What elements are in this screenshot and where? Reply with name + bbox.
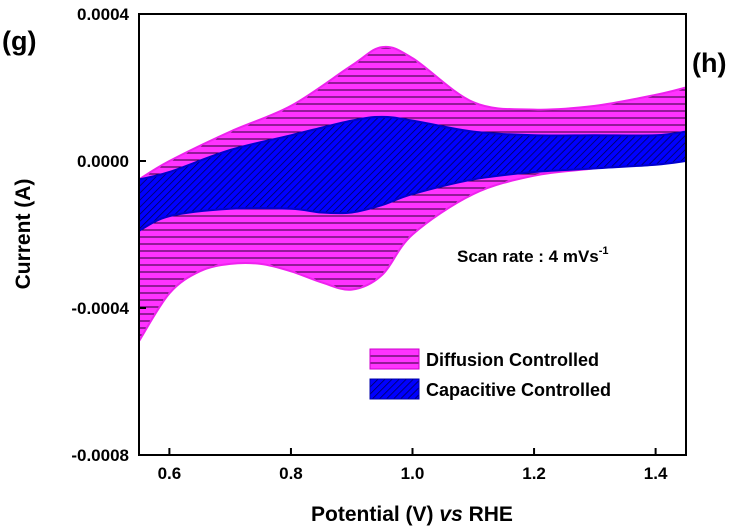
y-axis-title: Current (A) xyxy=(12,179,35,290)
y-tick-label: 0.0000 xyxy=(77,152,129,171)
scan-rate-superscript: -1 xyxy=(599,245,609,257)
x-tick-label: 1.2 xyxy=(522,464,546,483)
legend-label-capacitive: Capacitive Controlled xyxy=(426,380,611,400)
legend-swatch-capacitive xyxy=(369,378,420,400)
data-areas xyxy=(139,45,686,343)
x-axis: 0.6 0.8 1.0 1.2 1.4 xyxy=(158,448,668,483)
x-tick-label: 0.8 xyxy=(279,464,303,483)
legend: Diffusion Controlled Capacitive Controll… xyxy=(369,348,611,400)
x-axis-title-main: Potential (V) xyxy=(311,503,439,526)
x-tick-label: 0.6 xyxy=(158,464,182,483)
scan-rate-annotation: Scan rate : 4 mVs-1 xyxy=(457,245,609,266)
scan-rate-text: Scan rate : 4 mVs xyxy=(457,247,599,266)
legend-label-diffusion: Diffusion Controlled xyxy=(426,350,599,370)
x-tick-label: 1.4 xyxy=(644,464,668,483)
y-tick-label: 0.0004 xyxy=(77,5,130,24)
y-tick-label: -0.0004 xyxy=(71,299,129,318)
y-tick-label: -0.0008 xyxy=(71,446,129,465)
x-axis-title-tail: RHE xyxy=(463,503,513,526)
area-capacitive-controlled xyxy=(139,115,686,232)
y-axis: 0.0004 0.0000 -0.0004 -0.0008 xyxy=(71,5,146,465)
panel-label-g: (g) xyxy=(2,26,36,56)
legend-swatch-diffusion xyxy=(369,348,420,370)
panel-label-h: (h) xyxy=(692,48,726,78)
x-tick-label: 1.0 xyxy=(401,464,425,483)
x-axis-title: Potential (V) vs RHE xyxy=(311,503,513,526)
x-axis-title-italic: vs xyxy=(439,503,462,526)
